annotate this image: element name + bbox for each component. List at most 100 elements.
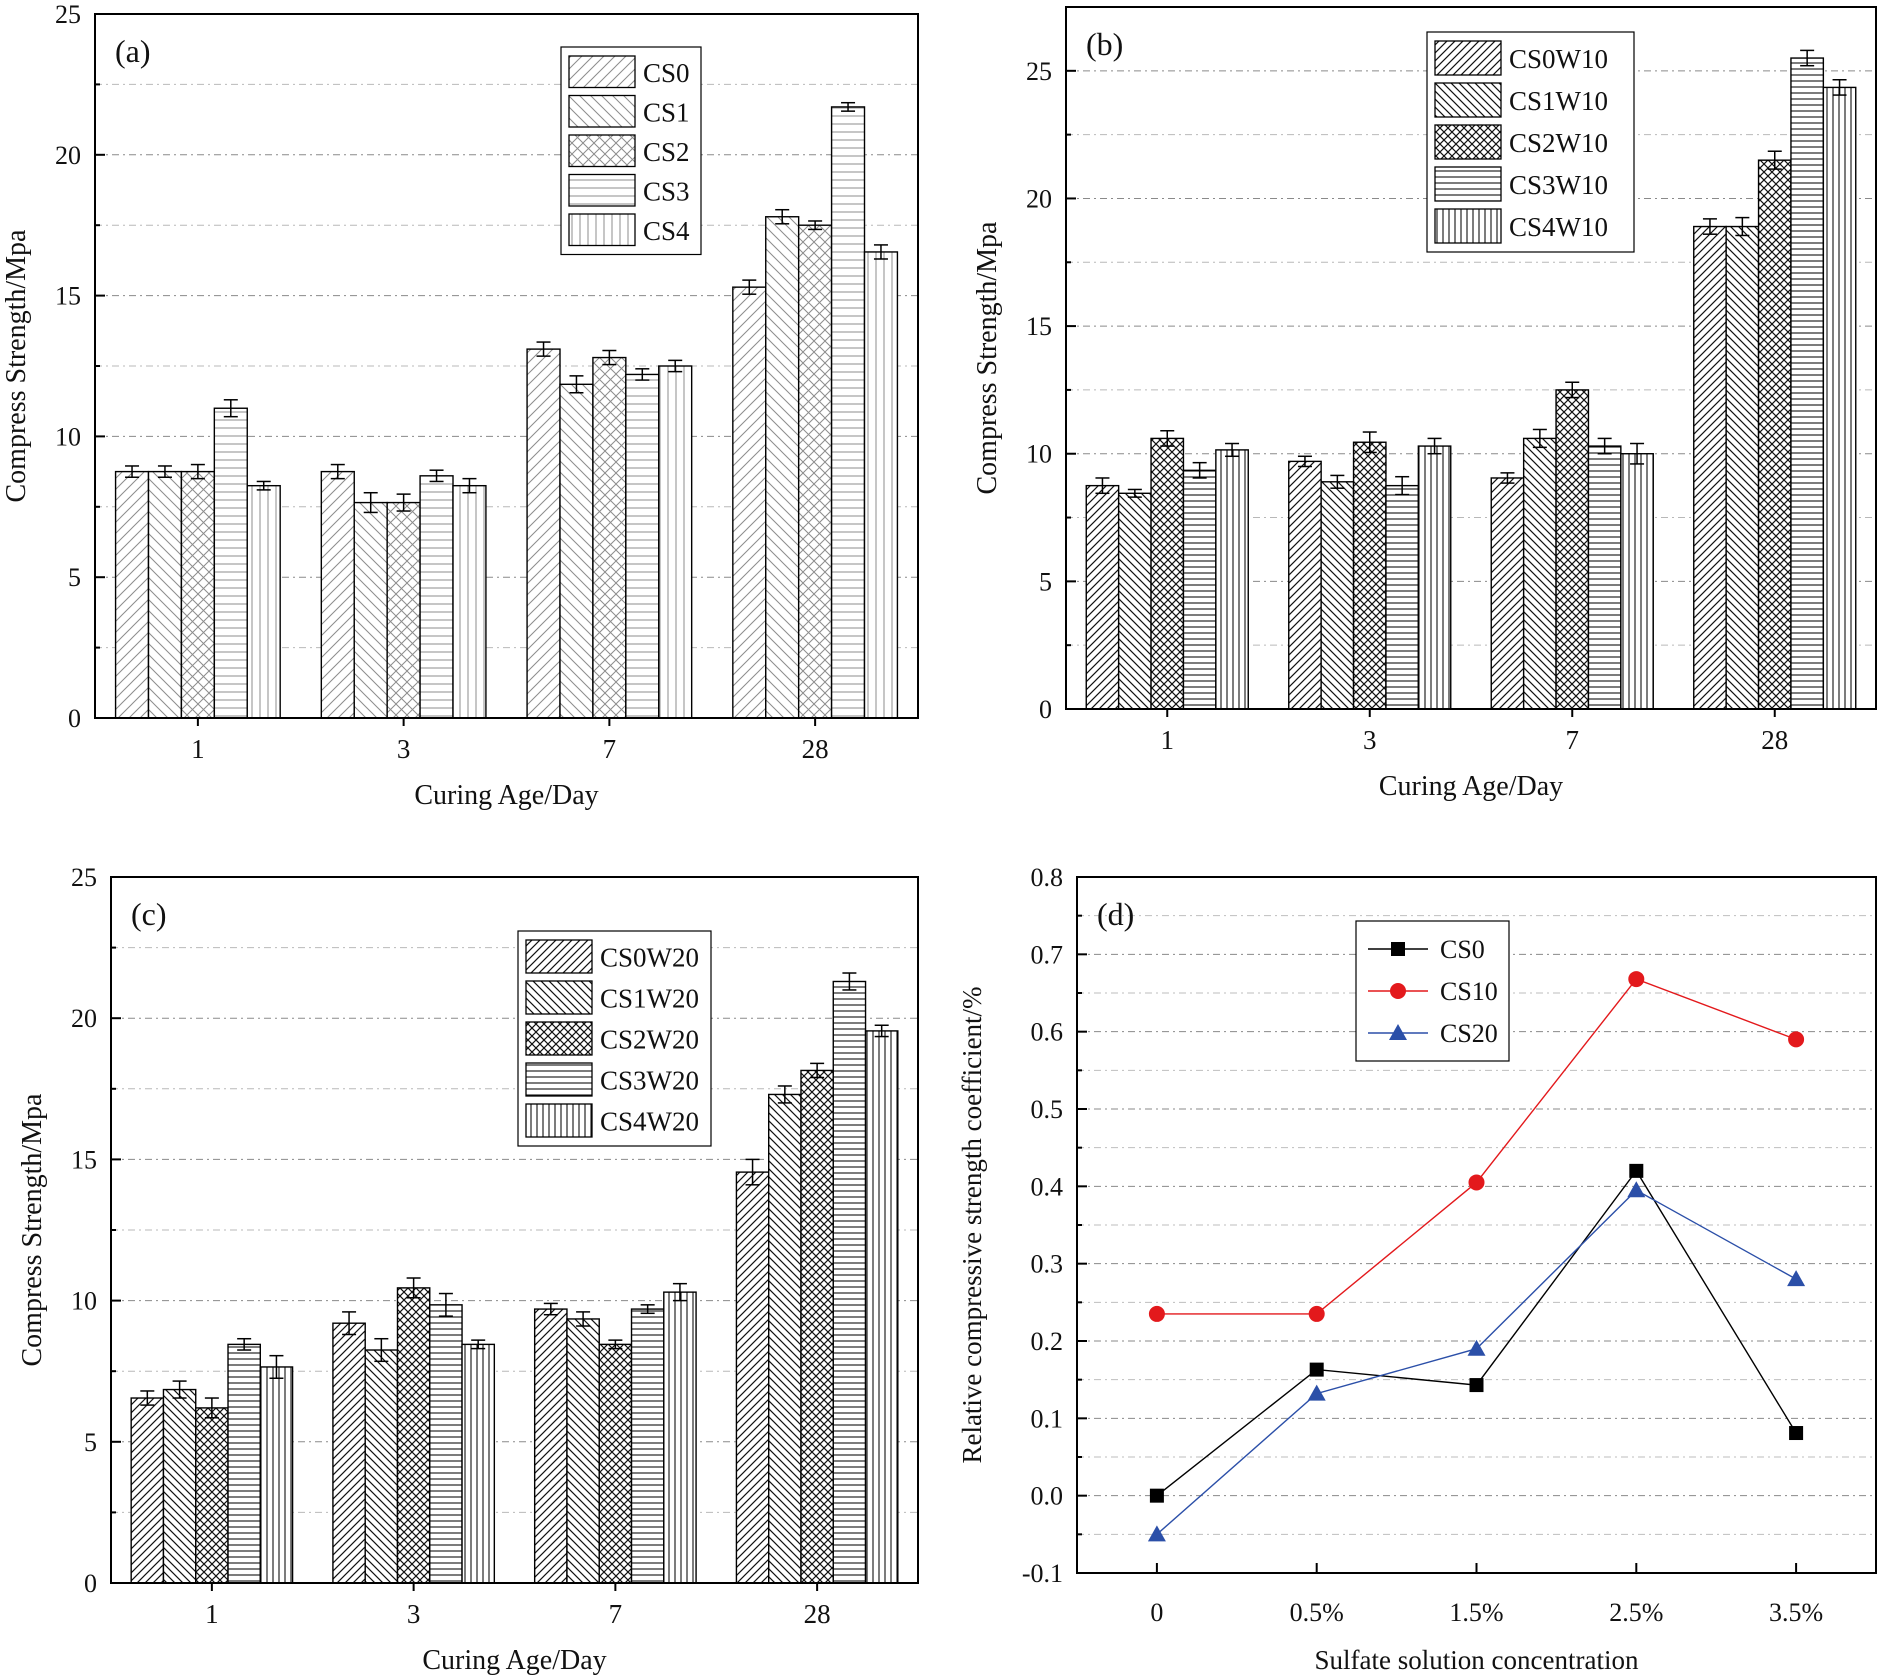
panel-d-chart: -0.1 0.0 0.1 0.2 0.3 0.4 0.5 0.6 0.7 0.8 0 0.5% 1.5%… [957, 863, 1877, 1675]
series-line-cs0 [1156, 1169, 1797, 1497]
bar-cs1w10-day-1 [1117, 492, 1152, 710]
bar-cs4w20-day-1 [259, 1366, 294, 1584]
legend-marker-cs10 [1390, 983, 1406, 999]
bar-cs4w20-day-28 [864, 1030, 899, 1584]
legend-label-cs0: CS0 [1440, 935, 1485, 964]
legend-label-cs0w20: CS0W20 [600, 943, 699, 973]
legend-swatch-cs3w20 [525, 1062, 593, 1097]
point-cs0-4 [1789, 1426, 1804, 1441]
legend-label-cs20: CS20 [1440, 1019, 1498, 1048]
bar-cs3w20-day-1 [227, 1343, 261, 1584]
bar-cs2-day-7 [592, 356, 627, 719]
y-tick-label: 5 [68, 563, 81, 592]
point-cs10-0 [1148, 1305, 1165, 1322]
x-tick-label: 2.5% [1609, 1598, 1663, 1627]
x-tick-label: 1 [191, 734, 205, 764]
bar-cs4-day-3 [452, 484, 487, 719]
bar-cs4-day-28 [863, 251, 899, 719]
y-tick-label: 25 [55, 0, 81, 29]
bar-cs0-day-1 [114, 470, 150, 719]
bar-cs3w20-day-3 [429, 1304, 463, 1584]
legend-label-cs3: CS3 [643, 176, 690, 206]
legend-label-cs0w10: CS0W10 [1509, 44, 1608, 74]
bar-cs4w10-day-1 [1215, 449, 1249, 710]
legend-swatch-cs4w20 [525, 1103, 593, 1138]
panel-label: (a) [115, 33, 151, 69]
legend-swatch-cs0 [568, 55, 636, 89]
bar-cs3-day-3 [419, 475, 454, 719]
bar-cs3w10-day-28 [1790, 57, 1825, 710]
x-tick-label: 1 [205, 1599, 219, 1629]
legend-label-cs2w20: CS2W20 [600, 1025, 699, 1055]
legend-label-cs3w10: CS3W10 [1509, 170, 1608, 200]
bar-cs2-day-1 [180, 470, 216, 719]
bar-cs3w20-day-7 [630, 1308, 665, 1584]
panel-label: (b) [1086, 26, 1123, 62]
bar-cs4w10-day-7 [1620, 453, 1654, 710]
y-axis-title: Compress Strength/Mpa [972, 221, 1003, 495]
x-tick-label: 3 [1363, 725, 1377, 755]
x-axis-title: Curing Age/Day [414, 780, 598, 811]
y-tick-label: 15 [71, 1145, 97, 1174]
y-tick-label: 10 [71, 1287, 97, 1316]
bar-cs2w10-day-7 [1555, 389, 1590, 710]
bar-cs3w10-day-1 [1182, 469, 1217, 710]
x-tick-label: 3 [397, 734, 411, 764]
point-cs0-0 [1149, 1488, 1164, 1503]
plot-frame [1065, 6, 1877, 710]
bar-cs3w10-day-7 [1587, 445, 1622, 710]
legend-swatch-cs2w10 [1434, 124, 1502, 160]
legend-swatch-cs3 [568, 173, 636, 207]
legend-swatch-cs1w10 [1434, 82, 1502, 118]
legend-swatch-cs2 [568, 134, 636, 168]
point-cs20-4 [1787, 1270, 1806, 1287]
point-cs20-0 [1147, 1525, 1166, 1542]
bar-cs4w20-day-7 [663, 1291, 697, 1584]
y-tick-label: 0 [84, 1569, 97, 1598]
panel-label: (c) [131, 896, 167, 932]
legend-swatch-cs0w10 [1434, 40, 1502, 76]
y-tick-label: 0.6 [1031, 1018, 1064, 1047]
y-tick-label: 0.2 [1031, 1327, 1064, 1356]
legend: CS0W10 CS1W10 CS2W10 CS3W10 CS4W10 [1426, 31, 1635, 253]
bar-cs4-day-7 [658, 365, 693, 719]
point-cs0-1 [1309, 1362, 1324, 1377]
bar-cs2w20-day-3 [396, 1287, 431, 1584]
legend-marker-cs20 [1389, 1024, 1407, 1040]
x-tick-label: 0.5% [1290, 1598, 1344, 1627]
bar-cs2-day-28 [797, 224, 833, 719]
y-tick-label: 20 [1026, 184, 1052, 213]
y-tick-label: 0 [1039, 695, 1052, 724]
point-cs10-1 [1308, 1305, 1325, 1322]
y-tick-label: 15 [55, 282, 81, 311]
point-cs20-3 [1627, 1181, 1646, 1198]
legend: CS0 CS10 CS20 [1355, 920, 1510, 1062]
point-cs0-3 [1629, 1163, 1644, 1178]
bar-cs2-day-3 [386, 501, 421, 719]
y-axis-title: Compress Strength/Mpa [1, 229, 32, 503]
x-axis-title: Sulfate solution concentration [1315, 1645, 1639, 1675]
bar-cs0-day-28 [732, 286, 767, 719]
x-axis-title: Curing Age/Day [422, 1645, 606, 1676]
bar-cs0w10-day-3 [1288, 460, 1322, 710]
bar-cs1-day-3 [353, 501, 388, 719]
bar-cs3-day-1 [213, 407, 248, 719]
legend-label-cs4: CS4 [643, 216, 690, 246]
legend-label-cs1w20: CS1W20 [600, 984, 699, 1014]
bar-cs4-day-1 [246, 484, 281, 719]
bar-cs0w10-day-28 [1693, 225, 1727, 710]
x-tick-label: 7 [1566, 725, 1580, 755]
bar-cs0w20-day-28 [735, 1171, 770, 1584]
y-tick-label: 0.1 [1031, 1404, 1064, 1433]
panel-label: (d) [1097, 896, 1134, 932]
bar-cs0w10-day-7 [1490, 477, 1525, 710]
x-tick-label: 1.5% [1449, 1598, 1503, 1627]
bar-cs2w20-day-1 [195, 1407, 229, 1584]
point-cs0-2 [1469, 1378, 1484, 1393]
bar-cs0w20-day-7 [533, 1308, 568, 1584]
x-tick-label: 0 [1150, 1598, 1163, 1627]
legend-swatch-cs3w10 [1434, 166, 1502, 202]
bar-cs1w10-day-3 [1320, 481, 1355, 710]
bar-cs2w10-day-1 [1150, 437, 1185, 710]
legend-label-cs1w10: CS1W10 [1509, 86, 1608, 116]
